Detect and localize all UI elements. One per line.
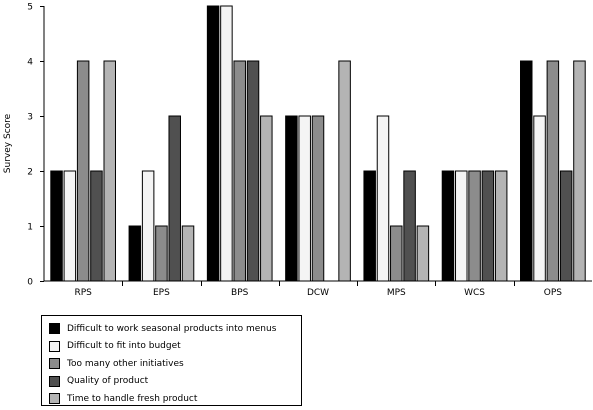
y-tick-label: 4 [27,58,33,68]
bar-wcs-3 [481,170,495,282]
y-tick-label: 0 [27,278,33,288]
legend-label: Time to handle fresh product [67,393,198,404]
y-tick-label: 2 [27,168,33,178]
bar-rps-3 [90,170,103,282]
bar-bps-0 [206,5,220,282]
x-category-label: OPS [544,288,563,298]
bar-eps-2 [155,225,168,282]
legend-label: Difficult to work seasonal products into… [67,323,277,334]
x-category-label: DCW [307,288,329,298]
legend-swatch [49,393,60,405]
bar-eps-3 [168,115,181,282]
legend-swatch [49,375,60,387]
bar-eps-4 [181,225,195,282]
legend-label: Quality of product [67,376,149,387]
bar-rps-1 [63,170,77,282]
y-tick-label: 5 [27,3,33,13]
bar-ops-3 [559,170,573,282]
bar-dcw-4 [338,60,351,282]
x-category-label: RPS [74,288,92,298]
bar-wcs-0 [441,170,455,282]
legend-item-fresh: Time to handle fresh product [49,390,301,408]
legend-swatch [49,358,60,370]
bar-eps-1 [141,170,155,282]
bar-mps-3 [403,170,416,282]
x-category-label: WCS [464,288,485,298]
bar-mps-4 [416,225,430,282]
bar-dcw-2 [311,115,325,282]
bar-rps-0 [50,170,63,282]
bar-wcs-2 [468,170,481,282]
bar-dcw-1 [298,115,311,282]
x-category-label: EPS [153,288,170,298]
legend-item-initiatives: Too many other initiatives [49,355,301,373]
bar-wcs-4 [494,170,508,282]
legend-swatch [49,323,60,335]
bar-bps-2 [233,60,246,282]
legend-swatch [49,340,60,352]
bar-rps-2 [76,60,90,282]
bar-mps-0 [363,170,376,282]
bar-bps-1 [220,5,233,282]
legend-label: Too many other initiatives [67,358,184,369]
x-category-label: BPS [231,288,249,298]
legend-item-quality: Quality of product [49,373,301,391]
legend-label: Difficult to fit into budget [67,341,181,352]
y-tick-label: 1 [27,223,33,233]
bar-bps-3 [246,60,260,282]
bar-mps-2 [390,225,403,282]
bar-eps-0 [128,225,142,282]
bar-ops-2 [546,60,560,282]
bar-ops-0 [520,60,533,282]
bar-mps-1 [376,115,390,282]
bar-rps-4 [103,60,116,282]
legend-item-budget: Difficult to fit into budget [49,338,301,356]
x-category-label: MPS [387,288,406,298]
bar-ops-1 [533,115,546,282]
y-axis-title: Survey Score [3,113,13,173]
bar-wcs-1 [455,170,468,282]
legend-item-seasonal: Difficult to work seasonal products into… [49,320,301,338]
y-tick-label: 3 [27,113,33,123]
chart-legend: Difficult to work seasonal products into… [41,315,302,406]
bar-dcw-0 [285,115,298,282]
bar-ops-4 [573,60,586,282]
bar-bps-4 [260,115,273,282]
